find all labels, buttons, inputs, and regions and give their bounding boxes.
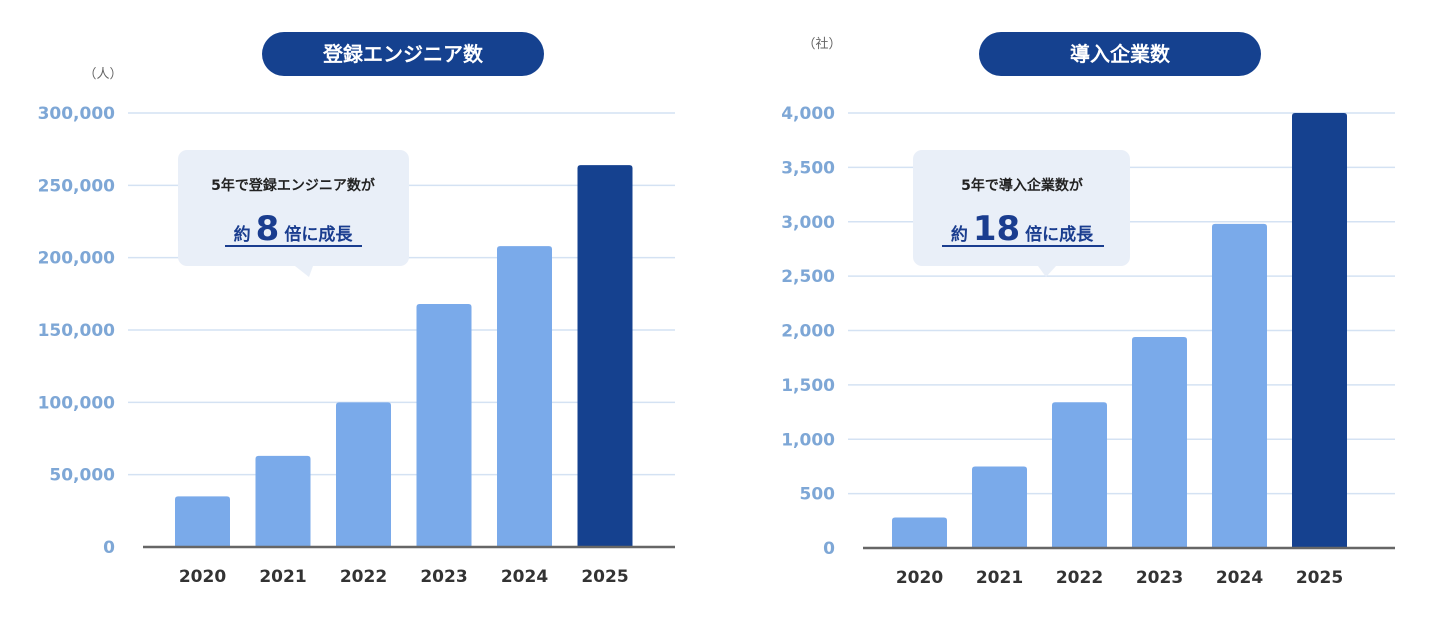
y-tick-label: 1,000 [781, 430, 835, 450]
y-tick-label: 500 [800, 485, 836, 505]
chart-title-badge [262, 32, 544, 76]
callout-growth-line: 約 18 倍に成長 [951, 209, 1094, 249]
bar-2025 [577, 165, 633, 547]
x-tick-label: 2024 [501, 567, 548, 587]
callout-multiplier: 18 [973, 209, 1020, 249]
chart-title: 導入企業数 [1070, 42, 1171, 66]
x-tick-label: 2023 [1136, 568, 1183, 588]
x-tick-label: 2021 [976, 568, 1023, 588]
y-tick-label: 3,500 [781, 158, 835, 178]
x-tick-label: 2020 [896, 568, 943, 588]
callout-pointer [295, 266, 313, 277]
y-tick-label: 100,000 [38, 393, 116, 413]
y-tick-label: 2,000 [781, 322, 835, 342]
chart-title-badge [979, 32, 1261, 76]
callout-headline: 5年で導入企業数が [961, 177, 1084, 194]
growth-callout: 5年で導入企業数が 約 18 倍に成長 [913, 150, 1130, 277]
y-tick-label: 0 [103, 538, 115, 558]
x-tick-label: 2021 [259, 567, 306, 587]
callout-multiplier: 8 [256, 209, 280, 249]
y-tick-label: 4,000 [781, 104, 835, 124]
y-unit-label: （社） [802, 36, 841, 52]
chart-title: 登録エンジニア数 [322, 42, 484, 66]
growth-callout: 5年で登録エンジニア数が 約 8 倍に成長 [178, 150, 409, 277]
x-tick-label: 2025 [581, 567, 628, 587]
y-tick-label: 300,000 [38, 104, 116, 124]
companies-chart: 導入企業数 （社） 0 500 1,000 1,500 2,000 2,500 3,000 3… [781, 32, 1395, 588]
callout-box [178, 150, 409, 266]
callout-headline: 5年で登録エンジニア数が [211, 177, 376, 194]
callout-growth-line: 約 8 倍に成長 [234, 209, 354, 249]
y-tick-label: 3,000 [781, 213, 835, 233]
bar-2024 [1212, 223, 1267, 549]
x-tick-label: 2022 [1056, 568, 1103, 588]
y-tick-labels: 0 500 1,000 1,500 2,000 2,500 3,000 3,500 4,000 [781, 104, 835, 559]
y-tick-labels: 0 50,000 100,000 150,000 200,000 250,000 300,0… [38, 104, 116, 558]
y-tick-label: 150,000 [38, 321, 116, 341]
callout-pointer [1038, 266, 1056, 277]
y-unit-label: （人） [83, 67, 122, 82]
x-tick-label: 2023 [420, 567, 467, 587]
bar-2025 [1292, 113, 1347, 548]
engineers-chart: 登録エンジニア数 （人） 0 50,000 100,000 150,000 200,00… [38, 32, 675, 587]
x-tick-labels: 2020 2021 2022 2023 2024 2025 [896, 568, 1343, 588]
x-tick-label: 2025 [1296, 568, 1343, 588]
bar-2021 [972, 466, 1027, 548]
y-tick-label: 50,000 [49, 466, 115, 486]
bar-2021 [255, 455, 311, 547]
bar-2020 [892, 517, 947, 548]
x-tick-label: 2024 [1216, 568, 1263, 588]
y-tick-label: 200,000 [38, 249, 116, 269]
bar-2023 [416, 303, 472, 547]
x-tick-label: 2022 [340, 567, 387, 587]
y-tick-label: 250,000 [38, 176, 116, 196]
bar-2022 [1052, 402, 1107, 548]
y-tick-label: 2,500 [781, 267, 835, 287]
bar-2020 [175, 496, 230, 547]
bar-2024 [497, 246, 552, 548]
x-tick-labels: 2020 2021 2022 2023 2024 2025 [179, 567, 629, 587]
bars [175, 165, 633, 548]
y-tick-label: 1,500 [781, 376, 835, 396]
callout-suffix: 倍に成長 [1025, 224, 1094, 245]
callout-box [913, 150, 1130, 266]
callout-suffix: 倍に成長 [284, 224, 353, 245]
bars [892, 113, 1347, 549]
x-tick-label: 2020 [179, 567, 226, 587]
callout-prefix: 約 [951, 224, 968, 245]
bar-2022 [336, 402, 391, 547]
callout-prefix: 約 [234, 224, 251, 245]
bar-2023 [1132, 337, 1187, 548]
y-tick-label: 0 [823, 539, 835, 559]
